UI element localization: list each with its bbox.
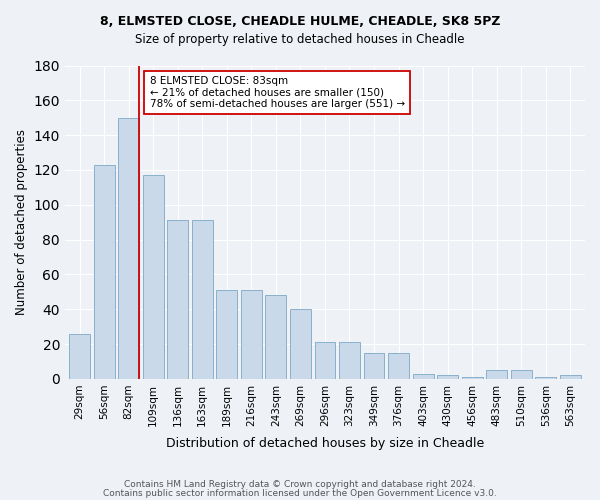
- Bar: [560, 376, 581, 379]
- Text: Size of property relative to detached houses in Cheadle: Size of property relative to detached ho…: [135, 32, 465, 46]
- Text: Contains public sector information licensed under the Open Government Licence v3: Contains public sector information licen…: [103, 489, 497, 498]
- Bar: [265, 296, 286, 379]
- Bar: [413, 374, 434, 379]
- Bar: [388, 353, 409, 379]
- Bar: [167, 220, 188, 379]
- Bar: [290, 310, 311, 379]
- Bar: [437, 376, 458, 379]
- Bar: [486, 370, 507, 379]
- Bar: [94, 164, 115, 379]
- Bar: [69, 334, 90, 379]
- Bar: [535, 377, 556, 379]
- Text: Contains HM Land Registry data © Crown copyright and database right 2024.: Contains HM Land Registry data © Crown c…: [124, 480, 476, 489]
- Bar: [339, 342, 360, 379]
- Bar: [364, 353, 385, 379]
- Bar: [217, 290, 237, 379]
- X-axis label: Distribution of detached houses by size in Cheadle: Distribution of detached houses by size …: [166, 437, 484, 450]
- Bar: [511, 370, 532, 379]
- Bar: [192, 220, 213, 379]
- Bar: [241, 290, 262, 379]
- Bar: [462, 377, 482, 379]
- Text: 8 ELMSTED CLOSE: 83sqm
← 21% of detached houses are smaller (150)
78% of semi-de: 8 ELMSTED CLOSE: 83sqm ← 21% of detached…: [149, 76, 404, 109]
- Bar: [143, 175, 164, 379]
- Text: 8, ELMSTED CLOSE, CHEADLE HULME, CHEADLE, SK8 5PZ: 8, ELMSTED CLOSE, CHEADLE HULME, CHEADLE…: [100, 15, 500, 28]
- Y-axis label: Number of detached properties: Number of detached properties: [15, 129, 28, 315]
- Bar: [314, 342, 335, 379]
- Bar: [118, 118, 139, 379]
